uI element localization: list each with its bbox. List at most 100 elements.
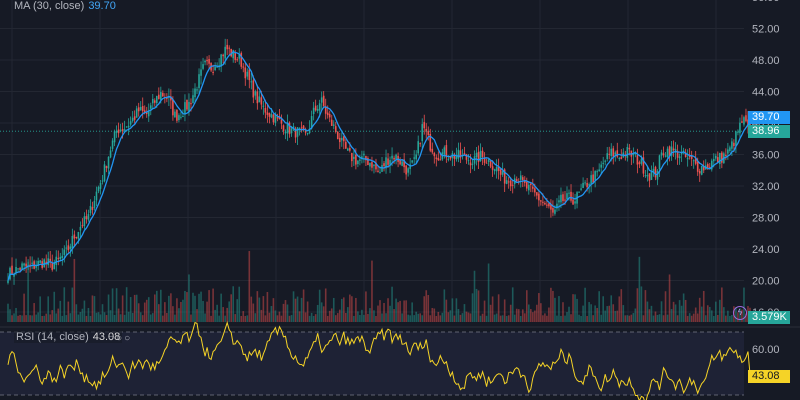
- volume-bar: [747, 306, 749, 322]
- volume-bar: [375, 315, 377, 322]
- volume-bar: [204, 313, 206, 322]
- ma-legend[interactable]: MA (30, close) 39.70: [14, 0, 116, 12]
- volume-bar: [540, 303, 542, 322]
- candle-body: [564, 199, 566, 201]
- candle-body: [536, 192, 538, 196]
- lightning-bolt-icon[interactable]: ϟ: [733, 306, 747, 320]
- volume-bar: [373, 310, 375, 322]
- volume-bar: [489, 304, 492, 322]
- candle-body: [246, 71, 249, 77]
- candle-body: [499, 169, 502, 175]
- rsi-legend[interactable]: RSI (14, close) 43.08: [14, 331, 123, 343]
- volume-bar: [568, 306, 570, 322]
- candle-body: [222, 54, 224, 57]
- volume-bar: [544, 313, 546, 322]
- volume-bar: [151, 313, 154, 322]
- ma-price-tag: 39.70: [748, 111, 790, 124]
- candle-body: [200, 69, 202, 76]
- volume-bar: [686, 315, 689, 322]
- volume-bar: [268, 312, 271, 322]
- candle-body: [334, 126, 337, 132]
- candle-body: [133, 116, 136, 120]
- volume-bar: [202, 300, 204, 322]
- candle-body: [113, 131, 116, 143]
- volume-bar: [19, 314, 21, 322]
- volume-bar: [97, 312, 100, 322]
- candle-body: [640, 158, 643, 164]
- volume-bar: [600, 314, 602, 322]
- volume-bar: [523, 313, 526, 322]
- candle-body: [457, 149, 460, 159]
- candle-body: [351, 153, 353, 162]
- candle-body: [324, 107, 327, 114]
- candle-body: [256, 91, 259, 104]
- volume-bar: [274, 310, 277, 322]
- volume-bar: [168, 295, 170, 322]
- volume-bar: [236, 299, 239, 322]
- volume-bar: [445, 299, 448, 322]
- candle-body: [715, 155, 717, 159]
- volume-bar: [117, 308, 120, 322]
- volume-bar: [93, 296, 96, 322]
- volume-bar: [479, 315, 482, 322]
- candle-body: [204, 60, 206, 63]
- candle-body: [224, 46, 226, 59]
- candle-body: [7, 280, 9, 283]
- volume-bar: [473, 270, 476, 322]
- volume-bar: [582, 305, 584, 322]
- volume-bar: [294, 298, 297, 322]
- candle-body: [435, 157, 438, 159]
- volume-bar: [61, 315, 64, 322]
- volume-bar: [89, 315, 92, 322]
- volume-bar: [85, 315, 88, 322]
- volume-bar: [41, 315, 43, 322]
- volume-bar: [528, 304, 530, 322]
- volume-bar: [453, 315, 456, 322]
- volume-bar: [166, 313, 168, 322]
- volume-bar: [463, 304, 466, 322]
- volume-bar: [324, 288, 327, 322]
- volume-bar: [469, 313, 472, 322]
- candle-body: [162, 92, 164, 97]
- volume-bar: [511, 287, 514, 322]
- candle-body: [568, 192, 570, 194]
- volume-bar: [15, 307, 17, 322]
- volume-bar: [194, 295, 196, 322]
- candle-body: [131, 117, 134, 122]
- volume-bar: [87, 307, 90, 322]
- candle-body: [664, 155, 667, 157]
- candle-body: [538, 193, 540, 201]
- candle-body: [320, 97, 323, 103]
- volume-bar: [125, 287, 128, 322]
- volume-bar: [389, 305, 391, 322]
- candle-body: [427, 130, 430, 135]
- volume-bar: [349, 294, 351, 322]
- volume-bar: [578, 314, 580, 322]
- candle-body: [178, 115, 180, 121]
- candle-body: [304, 130, 307, 133]
- volume-bar: [521, 309, 524, 322]
- candle-body: [719, 153, 721, 165]
- volume-bar: [690, 315, 693, 322]
- candle-body: [710, 160, 713, 170]
- candle-body: [119, 129, 122, 132]
- candle-body: [208, 58, 210, 64]
- candle-body: [578, 191, 580, 193]
- candle-body: [737, 131, 739, 133]
- candle-body: [674, 149, 677, 152]
- candle-body: [89, 205, 92, 214]
- volume-bar: [198, 293, 200, 322]
- volume-bar: [572, 294, 574, 322]
- volume-bar: [320, 302, 323, 322]
- candle-body: [240, 52, 243, 67]
- candle-body: [127, 125, 130, 128]
- volume-bar: [712, 315, 715, 322]
- volume-bar: [190, 314, 192, 322]
- settings-dots-icon[interactable]: ○○○: [108, 333, 133, 344]
- candle-body: [373, 164, 375, 167]
- volume-bar: [640, 286, 643, 322]
- volume-bar: [729, 315, 731, 322]
- candle-body: [688, 156, 691, 158]
- volume-bar: [616, 310, 619, 322]
